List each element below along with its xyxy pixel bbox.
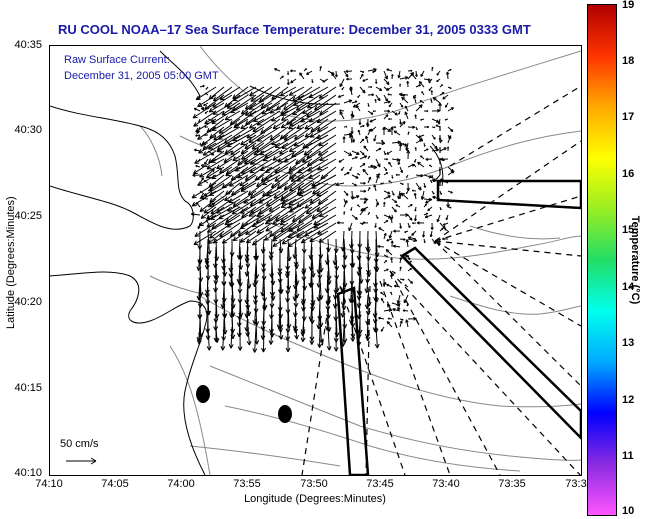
station-marker bbox=[278, 405, 292, 423]
bathymetry-contours bbox=[139, 45, 582, 476]
x-tick-label: 73:35 bbox=[498, 478, 526, 490]
colorbar-tick: 18 bbox=[622, 55, 635, 67]
y-tick-label: 40:10 bbox=[14, 467, 42, 479]
colorbar-tick: 14 bbox=[622, 281, 635, 293]
x-tick-label: 73:45 bbox=[366, 478, 394, 490]
y-tick-label: 40:20 bbox=[14, 296, 42, 308]
x-tick-label: 73:3 bbox=[565, 478, 587, 490]
y-tick-label: 40:35 bbox=[14, 39, 42, 51]
x-tick-label: 74:05 bbox=[101, 478, 129, 490]
colorbar-label: Temperature (°C) bbox=[629, 215, 641, 305]
scale-arrow bbox=[66, 457, 97, 465]
y-axis-label: Latitude (Degrees:Minutes) bbox=[5, 196, 17, 329]
colorbar-tick: 15 bbox=[622, 224, 635, 236]
legend-current-time: December 31, 2005 05:00 GMT bbox=[64, 70, 219, 82]
temperature-colorbar bbox=[587, 4, 617, 516]
y-tick-label: 40:30 bbox=[14, 124, 42, 136]
beam-outlines bbox=[336, 179, 583, 477]
colorbar-tick: 10 bbox=[622, 505, 635, 517]
map-plot-area[interactable] bbox=[49, 45, 583, 477]
colorbar-tick: 16 bbox=[622, 168, 635, 180]
x-tick-label: 74:00 bbox=[167, 478, 195, 490]
x-tick-label: 73:40 bbox=[432, 478, 460, 490]
x-tick-label: 73:55 bbox=[233, 478, 261, 490]
colorbar-tick: 11 bbox=[622, 450, 634, 462]
current-vectors bbox=[190, 66, 455, 353]
y-tick-label: 40:25 bbox=[14, 210, 42, 222]
colorbar-tick: 13 bbox=[622, 337, 635, 349]
legend-current-label: Raw Surface Current: bbox=[64, 54, 170, 66]
colorbar-tick: 19 bbox=[622, 0, 635, 11]
x-axis-label: Longitude (Degrees:Minutes) bbox=[244, 493, 386, 505]
x-tick-label: 74:10 bbox=[35, 478, 63, 490]
colorbar-tick: 17 bbox=[622, 111, 635, 123]
station-marker bbox=[196, 385, 210, 403]
map-title: RU COOL NOAA–17 Sea Surface Temperature:… bbox=[58, 22, 531, 37]
y-tick-label: 40:15 bbox=[14, 382, 42, 394]
x-tick-label: 73:50 bbox=[300, 478, 328, 490]
colorbar-tick: 12 bbox=[622, 394, 635, 406]
scale-label: 50 cm/s bbox=[60, 438, 99, 450]
map-canvas bbox=[49, 45, 583, 477]
